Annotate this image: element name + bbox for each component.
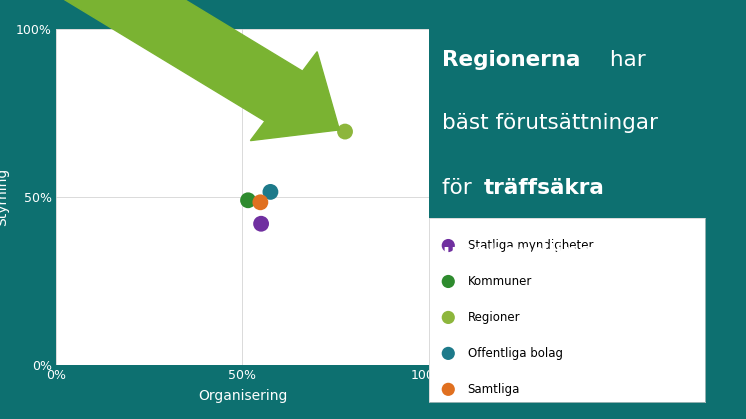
Text: bäst förutsättningar: bäst förutsättningar <box>442 113 659 133</box>
Text: upphandlingar: upphandlingar <box>442 243 618 263</box>
Text: Regionerna: Regionerna <box>442 50 581 70</box>
Text: Kommuner: Kommuner <box>468 275 532 288</box>
Point <box>442 350 454 357</box>
FancyArrow shape <box>0 0 339 141</box>
Text: Statliga myndigheter: Statliga myndigheter <box>468 239 593 252</box>
Point <box>254 199 266 206</box>
Text: har: har <box>603 50 645 70</box>
Point <box>339 128 351 135</box>
Text: Regioner: Regioner <box>468 311 520 324</box>
Point <box>442 314 454 321</box>
Point <box>442 242 454 249</box>
Text: Samtliga: Samtliga <box>468 383 520 396</box>
X-axis label: Organisering: Organisering <box>198 389 287 403</box>
Text: för: för <box>442 178 479 198</box>
Point <box>442 386 454 393</box>
Point <box>442 278 454 285</box>
Y-axis label: Styrning: Styrning <box>0 168 9 226</box>
Point <box>242 197 254 204</box>
Text: Offentliga bolag: Offentliga bolag <box>468 347 562 360</box>
Point <box>255 220 267 227</box>
Text: träffsäkra: träffsäkra <box>483 178 604 198</box>
Point <box>265 189 277 195</box>
